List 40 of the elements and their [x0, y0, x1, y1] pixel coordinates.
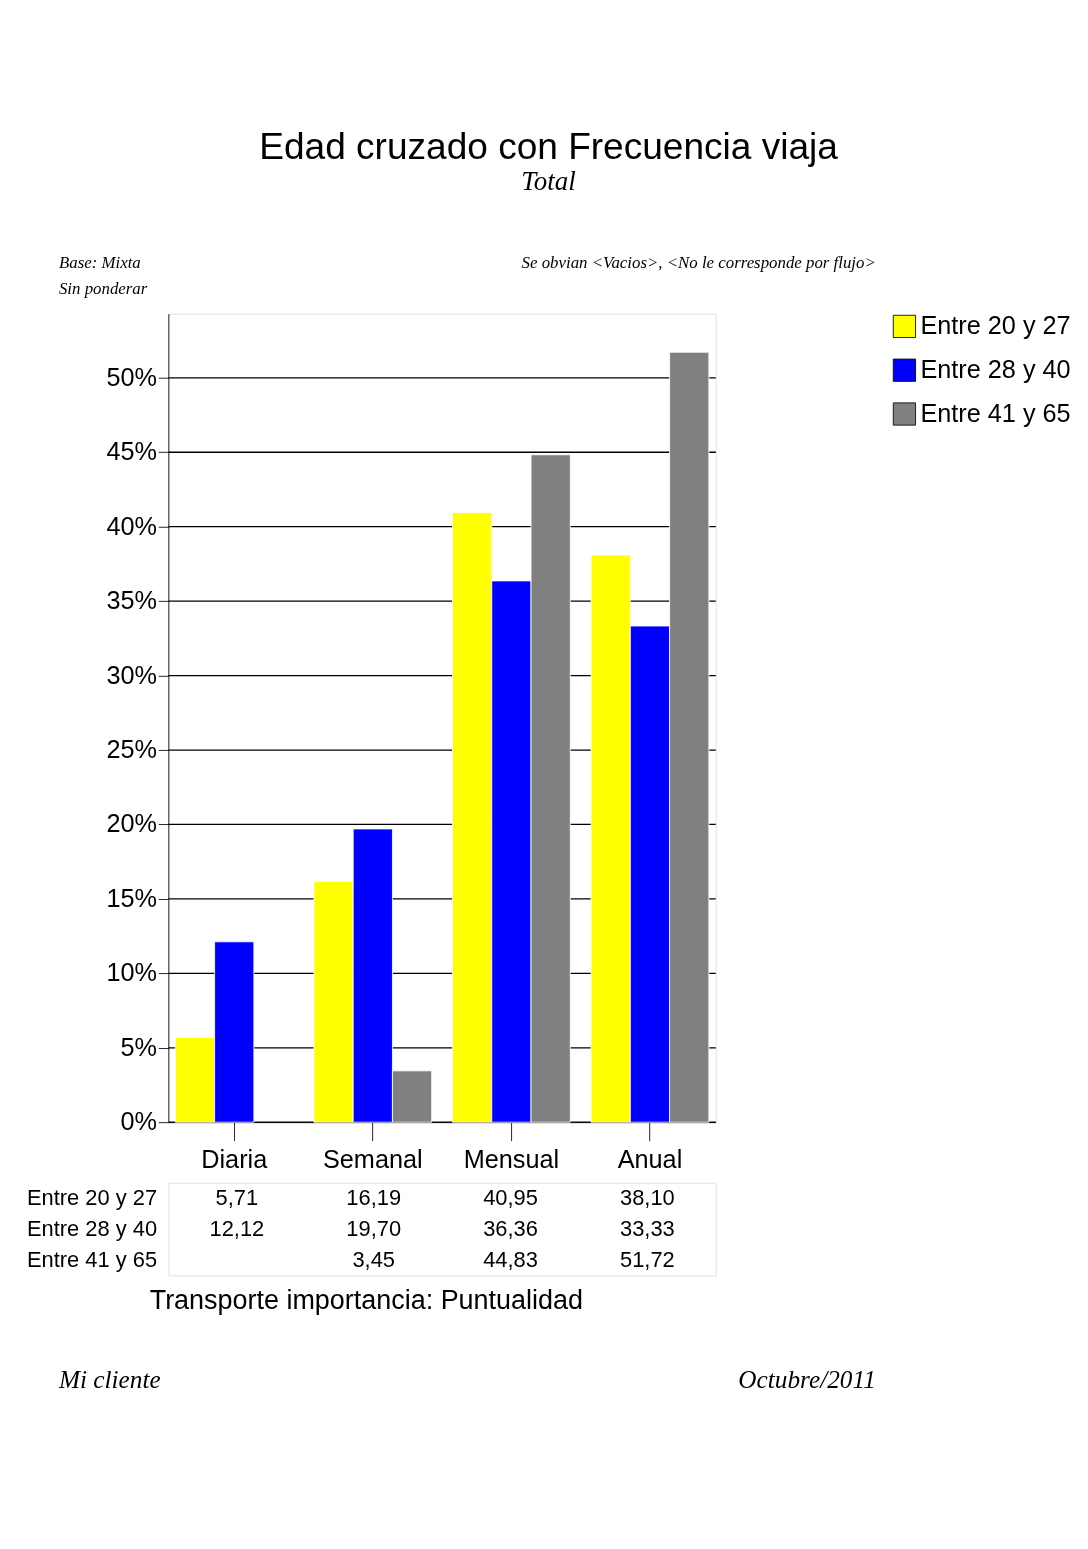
data-label: 12,12: [209, 1215, 265, 1241]
x-axis-title: Transporte importancia: Puntualidad: [149, 1285, 583, 1316]
data-label: 38,10: [619, 1185, 675, 1211]
y-tick-label: 0%: [120, 1107, 158, 1136]
data-label: 3,45: [352, 1246, 395, 1272]
text: Sin ponderar: [58, 278, 148, 298]
text: Base: Mixta: [58, 253, 141, 273]
legend-label: Entre 28 y 40: [920, 354, 1071, 383]
data-label: 33,33: [619, 1215, 675, 1241]
y-tick-label: 5%: [120, 1032, 158, 1061]
text: Entre 28 y 40: [26, 1216, 158, 1242]
y-tick-label: 45%: [106, 437, 158, 466]
text: Se obvian <Vacios>, <No le corresponde por flujo>: [521, 253, 876, 273]
text: Entre 41 y 65: [26, 1247, 158, 1273]
data-label: 19,70: [346, 1215, 402, 1241]
y-tick-label: 15%: [106, 883, 158, 912]
chart-subtitle: Total: [521, 166, 576, 197]
data-label: 44,83: [483, 1246, 538, 1272]
data-label: 36,36: [483, 1215, 538, 1241]
y-tick-label: 40%: [106, 511, 158, 540]
y-tick-label: 30%: [106, 660, 158, 689]
y-tick-label: 50%: [106, 362, 158, 391]
chart-title: Edad cruzado con Frecuencia viaja: [259, 125, 839, 168]
text: Entre 20 y 27: [26, 1185, 158, 1211]
y-tick-label: 10%: [106, 958, 158, 987]
data-label: 5,71: [215, 1185, 259, 1211]
text: Mi cliente: [57, 1365, 161, 1394]
legend-label: Entre 41 y 65: [920, 398, 1071, 427]
x-tick-label: Anual: [617, 1145, 683, 1174]
y-tick-label: 35%: [106, 586, 158, 615]
x-tick-label: Semanal: [322, 1145, 423, 1174]
legend-label: Entre 20 y 27: [920, 311, 1071, 339]
y-tick-label: 25%: [106, 735, 158, 764]
data-label: 51,72: [619, 1246, 675, 1272]
x-tick-label: Mensual: [463, 1145, 560, 1174]
data-label: 16,19: [346, 1185, 402, 1211]
data-label: 40,95: [483, 1185, 538, 1211]
x-tick-label: Diaria: [201, 1145, 269, 1174]
y-tick-label: 20%: [106, 809, 158, 838]
text: Octubre/2011: [738, 1365, 876, 1394]
